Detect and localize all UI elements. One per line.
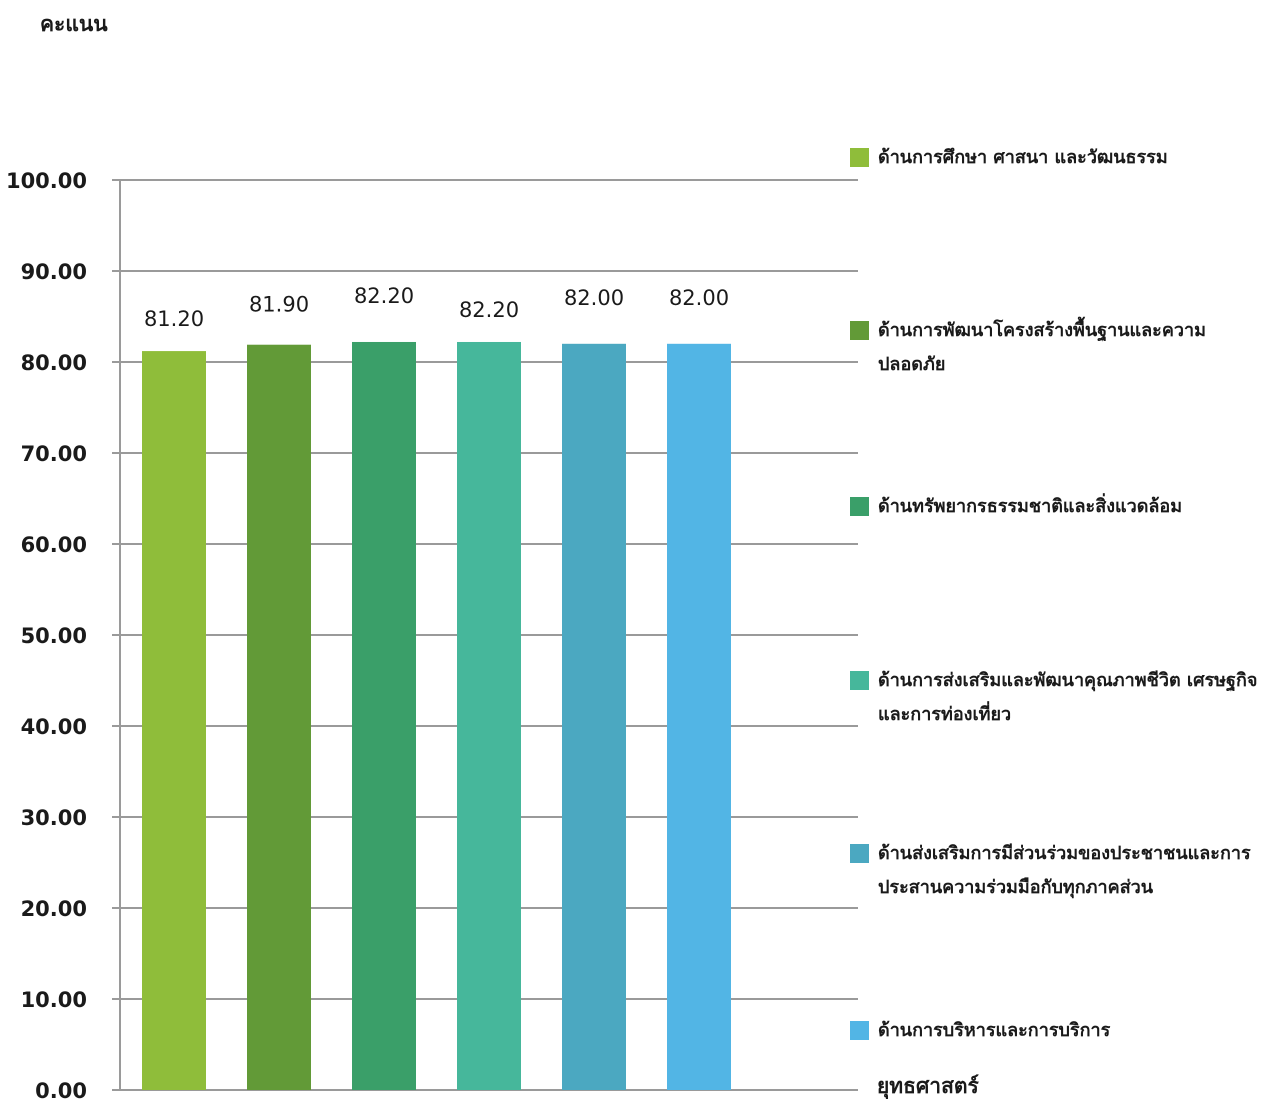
legend-label: ด้านการพัฒนาโครงสร้างพื้นฐานและความปลอดภ… xyxy=(878,320,1206,375)
y-tick-label: 60.00 xyxy=(21,533,87,557)
bar xyxy=(667,343,731,1090)
legend-swatch xyxy=(850,671,869,690)
bar xyxy=(562,343,626,1090)
y-tick-label: 80.00 xyxy=(21,351,87,375)
data-label: 82.00 xyxy=(669,286,729,310)
data-label: 81.20 xyxy=(144,307,204,331)
value-labels: 81.20 81.90 82.20 82.20 82.00 82.00 xyxy=(144,284,729,331)
y-tick-label: 30.00 xyxy=(21,806,87,830)
y-tick-label: 40.00 xyxy=(21,715,87,739)
y-axis-title: คะแนน xyxy=(40,12,108,36)
legend-swatch xyxy=(850,148,869,167)
y-tick-labels: 0.00 10.00 20.00 30.00 40.00 50.00 60.00 70.00 8… xyxy=(6,169,87,1103)
legend-swatch xyxy=(850,321,869,340)
x-axis-title: ยุทธศาสตร์ xyxy=(877,1074,979,1098)
bars xyxy=(142,341,731,1091)
y-tick-label: 100.00 xyxy=(6,169,87,193)
bar xyxy=(352,341,416,1091)
legend-swatch xyxy=(850,497,869,516)
legend-swatch xyxy=(850,1021,869,1040)
y-tick-label: 0.00 xyxy=(35,1079,87,1103)
bar xyxy=(142,351,206,1091)
legend-label: ด้านการบริหารและการบริการ xyxy=(878,1020,1111,1041)
bar xyxy=(457,341,521,1091)
y-tick-label: 90.00 xyxy=(21,260,87,284)
y-tick-label: 10.00 xyxy=(21,988,87,1012)
data-label: 82.00 xyxy=(564,286,624,310)
legend-label: ด้านการส่งเสริมและพัฒนาคุณภาพชีวิต เศรษฐ… xyxy=(878,670,1258,725)
y-tick-label: 20.00 xyxy=(21,897,87,921)
legend-label: ด้านทรัพยากรธรรมชาติและสิ่งแวดล้อม xyxy=(878,496,1183,517)
data-label: 82.20 xyxy=(459,298,519,322)
legend-label: ด้านส่งเสริมการมีส่วนร่วมของประชาชนและกา… xyxy=(878,843,1251,898)
legend-swatch xyxy=(850,844,869,863)
data-label: 81.90 xyxy=(249,293,309,317)
y-tick-label: 50.00 xyxy=(21,624,87,648)
legend-label: ด้านการศึกษา ศาสนา และวัฒนธรรม xyxy=(878,147,1168,168)
data-label: 82.20 xyxy=(354,284,414,308)
y-tick-label: 70.00 xyxy=(21,442,87,466)
bar xyxy=(247,344,311,1091)
